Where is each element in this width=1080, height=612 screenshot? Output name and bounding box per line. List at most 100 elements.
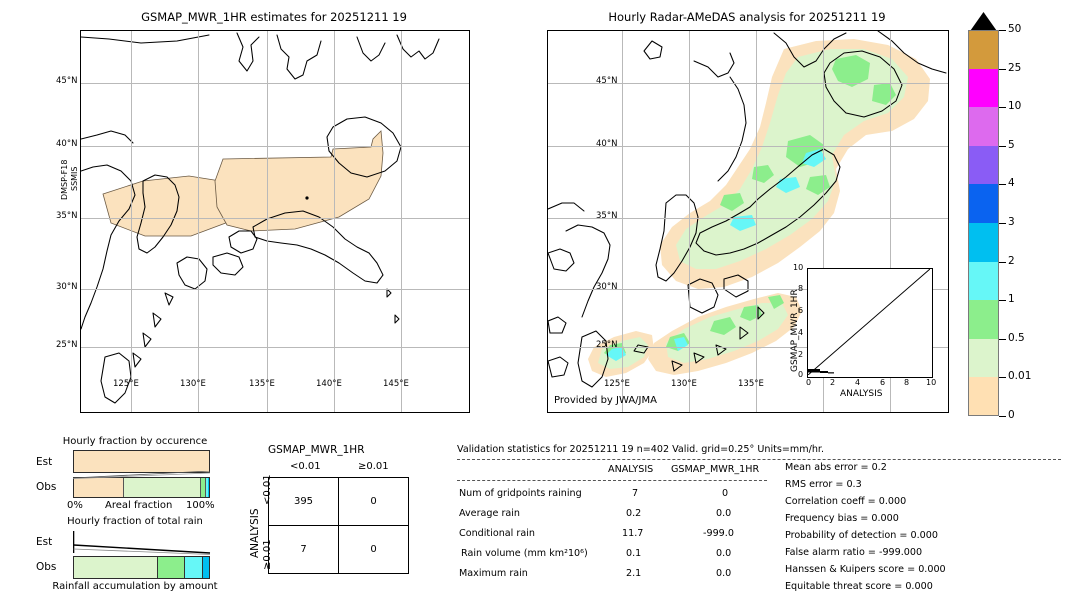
- scatter-xtick-10: 10: [926, 378, 937, 387]
- validation-row-label-0: Num of gridpoints raining: [459, 488, 582, 499]
- left-lon-tick-125e: 125°E: [113, 379, 139, 389]
- validation-row-analysis-4: 2.1: [626, 568, 642, 579]
- amount-est-label: Est: [36, 536, 53, 548]
- right-lat-tick-45n: 45°N: [596, 76, 618, 86]
- validation-row-label-1: Average rain: [459, 508, 521, 519]
- contingency-cell-0-1: 0: [338, 477, 409, 526]
- validation-row-estimate-1: 0.0: [716, 508, 732, 519]
- amount-obs-bar: [73, 556, 210, 579]
- validation-row-estimate-0: 0: [722, 488, 729, 499]
- left-lat-tick-45n: 45°N: [56, 76, 78, 86]
- colorbar-seg-25-50: [968, 30, 999, 69]
- left-lat-tick-30n: 30°N: [56, 282, 78, 292]
- colorbar-seg-1-2: [968, 261, 999, 301]
- colorbar-over-arrow-icon: [968, 12, 999, 34]
- validation-row-analysis-0: 7: [632, 488, 639, 499]
- colorbar-label-001: 0.01: [1008, 370, 1032, 383]
- validation-row-label-3: Rain volume (mm km²10⁶): [461, 548, 588, 559]
- occurrence-obs-seg-3: [205, 478, 208, 497]
- validation-score-4: Probability of detection = 0.000: [785, 530, 938, 541]
- validation-divider-mid: [457, 480, 767, 481]
- colorbar-seg-05-1: [968, 300, 999, 339]
- validation-row-estimate-2: -999.0: [703, 528, 734, 539]
- occurrence-obs-seg-4: [207, 478, 209, 497]
- validation-col-header-estimate: GSMAP_MWR_1HR: [671, 464, 760, 475]
- right-map-graphics: [548, 31, 947, 388]
- left-lat-tick-35n: 35°N: [56, 211, 78, 221]
- contingency-cell-1-1: 0: [338, 525, 409, 574]
- colorbar-seg-10-25: [968, 68, 999, 108]
- contingency-table: 395 0 7 0: [268, 477, 409, 574]
- right-lat-tick-30n: 30°N: [596, 282, 618, 292]
- amount-obs-seg-0: [74, 557, 158, 578]
- scatter-ytick-10: 10: [793, 263, 804, 272]
- validation-row-label-2: Conditional rain: [459, 528, 535, 539]
- left-lon-tick-135e: 135°E: [249, 379, 275, 389]
- sensor-label-line2: SSMIS: [70, 166, 79, 192]
- right-lat-tick-40n: 40°N: [596, 139, 618, 149]
- scatter-xtick-4: 4: [855, 378, 861, 387]
- occurrence-est-bar: [73, 450, 210, 473]
- scatter-ytick-4: 4: [798, 328, 804, 337]
- right-panel-title: Hourly Radar-AMeDAS analysis for 2025121…: [608, 10, 886, 24]
- colorbar[interactable]: [968, 12, 999, 416]
- occurrence-chart-title: Hourly fraction by occurence: [62, 436, 208, 447]
- scatter-xtick-6: 6: [880, 378, 886, 387]
- validation-score-2: Correlation coeff = 0.000: [785, 496, 907, 507]
- colorbar-label-25: 25: [1008, 61, 1022, 74]
- validation-score-0: Mean abs error = 0.2: [785, 462, 887, 473]
- left-map[interactable]: [80, 30, 470, 413]
- right-lat-tick-25n: 25°N: [596, 340, 618, 350]
- occurrence-est-label: Est: [36, 456, 53, 468]
- amount-obs-seg-1: [157, 557, 185, 578]
- right-lon-tick-130e: 130°E: [671, 379, 697, 389]
- colorbar-seg-3-4: [968, 184, 999, 223]
- table-row: 7 0: [268, 525, 409, 574]
- colorbar-label-5: 5: [1008, 138, 1015, 151]
- scatter-inset-graphics: [808, 269, 930, 375]
- right-lat-tick-35n: 35°N: [596, 211, 618, 221]
- left-lat-tick-40n: 40°N: [56, 139, 78, 149]
- amount-axis-label: Rainfall accumulation by amount: [52, 581, 218, 592]
- validation-score-7: Equitable threat score = 0.000: [785, 581, 933, 592]
- left-lon-tick-130e: 130°E: [180, 379, 206, 389]
- colorbar-label-50: 50: [1008, 23, 1022, 35]
- validation-row-analysis-3: 0.1: [626, 548, 642, 559]
- occurrence-axis-label: Areal fraction: [105, 500, 173, 511]
- right-map[interactable]: [547, 30, 949, 413]
- colorbar-label-2: 2: [1008, 254, 1015, 267]
- map-credit: Provided by JWA/JMA: [554, 395, 657, 406]
- contingency-col-header-0: <0.01: [290, 461, 321, 472]
- scatter-ylabel: GSMAP_MWR_1HR: [790, 289, 800, 372]
- occurrence-obs-seg-1: [123, 478, 201, 497]
- occurrence-axis-max: 100%: [186, 500, 215, 511]
- colorbar-seg-5-10: [968, 107, 999, 146]
- left-lon-tick-145e: 145°E: [383, 379, 409, 389]
- validation-row-analysis-2: 11.7: [622, 528, 644, 539]
- scatter-ytick-0: 0: [798, 370, 804, 379]
- colorbar-label-4: 4: [1008, 177, 1015, 190]
- validation-score-6: Hanssen & Kuipers score = 0.000: [785, 564, 946, 575]
- occurrence-axis-min: 0%: [67, 500, 83, 511]
- scatter-ytick-8: 8: [798, 284, 804, 293]
- validation-row-estimate-3: 0.0: [716, 548, 732, 559]
- amount-obs-seg-2: [184, 557, 203, 578]
- left-lat-tick-25n: 25°N: [56, 340, 78, 350]
- contingency-row-axis-label: ANALYSIS: [249, 508, 261, 558]
- scatter-xtick-2: 2: [830, 378, 836, 387]
- scatter-ytick-2: 2: [798, 350, 804, 359]
- left-map-graphics: [81, 32, 440, 404]
- scatter-xlabel: ANALYSIS: [840, 389, 883, 399]
- occurrence-obs-label: Obs: [36, 481, 57, 493]
- validation-score-5: False alarm ratio = -999.000: [785, 547, 923, 558]
- scatter-inset[interactable]: [807, 268, 933, 378]
- right-lon-tick-125e: 125°E: [604, 379, 630, 389]
- amount-est-bar: [73, 531, 211, 555]
- colorbar-seg-001-05: [968, 338, 999, 378]
- contingency-title: GSMAP_MWR_1HR: [268, 444, 365, 456]
- occurrence-obs-seg-2: [200, 478, 206, 497]
- occurrence-obs-seg-0: [74, 478, 124, 497]
- colorbar-label-1: 1: [1008, 293, 1015, 306]
- amount-obs-seg-3: [202, 557, 209, 578]
- contingency-cell-0-0: 395: [268, 477, 339, 526]
